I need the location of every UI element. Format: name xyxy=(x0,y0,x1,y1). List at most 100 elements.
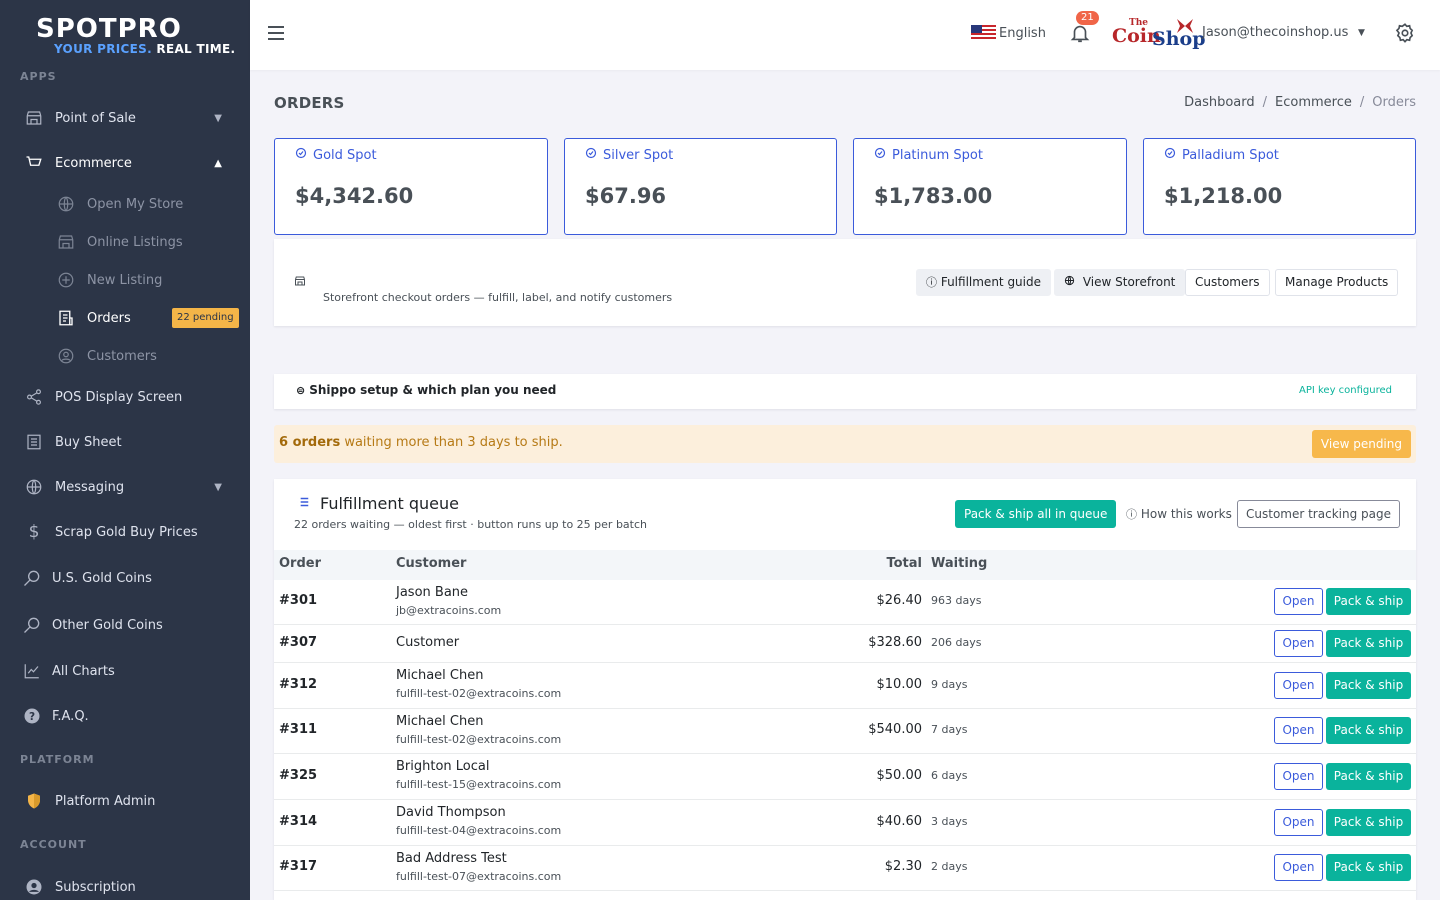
open-order-button[interactable]: Open xyxy=(1274,588,1323,615)
customer-email: jb@extracoins.com xyxy=(396,604,502,617)
order-number[interactable]: #311 xyxy=(279,722,318,737)
fulfillment-guide-label: Fulfillment guide xyxy=(940,275,1041,289)
order-number[interactable]: #317 xyxy=(279,859,318,874)
dollar-icon: $ xyxy=(28,522,40,542)
sidebar-item-point-of-sale[interactable]: Point of Sale ▼ xyxy=(0,107,250,129)
logo-tagline: YOUR PRICES. REAL TIME. xyxy=(54,42,250,56)
sidebar-subitem-online-listings[interactable]: Online Listings xyxy=(0,231,250,253)
bell-icon[interactable] xyxy=(1069,22,1091,44)
open-order-button[interactable]: Open xyxy=(1274,717,1323,744)
breadcrumb-ecommerce[interactable]: Ecommerce xyxy=(1275,95,1352,110)
user-circle-icon xyxy=(56,346,76,366)
pack-ship-button[interactable]: Pack & ship xyxy=(1326,717,1411,744)
us-flag-icon xyxy=(971,25,996,41)
pack-ship-button[interactable]: Pack & ship xyxy=(1326,672,1411,699)
col-customer: Customer xyxy=(396,556,467,571)
chevron-down-icon: ▼ xyxy=(214,112,222,124)
fulfillment-queue-panel: Fulfillment queue 22 orders waiting — ol… xyxy=(274,479,1416,900)
open-order-button[interactable]: Open xyxy=(1274,763,1323,790)
store-icon xyxy=(24,108,44,128)
sidebar-item-messaging[interactable]: Messaging ▼ xyxy=(0,476,250,498)
col-total: Total xyxy=(886,556,922,571)
shippo-title: ⊜ Shippo setup & which plan you need xyxy=(296,383,556,397)
globe-icon xyxy=(1064,275,1075,289)
storefront-description: Storefront checkout orders — fulfill, la… xyxy=(323,291,673,304)
sidebar-subitem-orders[interactable]: Orders 22 pending xyxy=(0,307,250,329)
sidebar-item-subscription[interactable]: Subscription xyxy=(0,876,250,898)
spot-price: $4,342.60 xyxy=(295,184,414,208)
table-row: #317 Bad Address Test fulfill-test-07@ex… xyxy=(274,846,1416,891)
waiting-time: 963 days xyxy=(931,594,982,607)
open-order-button[interactable]: Open xyxy=(1274,809,1323,836)
shippo-status: API key configured xyxy=(1298,385,1392,396)
waiting-time: 6 days xyxy=(931,769,968,782)
store-icon xyxy=(294,275,306,290)
order-number[interactable]: #307 xyxy=(279,635,318,650)
user-icon xyxy=(24,877,44,897)
sidebar-item-label: U.S. Gold Coins xyxy=(52,570,152,586)
order-number[interactable]: #325 xyxy=(279,768,318,783)
table-row: #307 Customer $328.60 206 days Open Pack… xyxy=(274,625,1416,663)
orders-icon xyxy=(56,308,76,328)
sidebar-item-scrap-gold[interactable]: $ Scrap Gold Buy Prices xyxy=(0,521,250,543)
shield-icon xyxy=(24,791,44,811)
pack-ship-all-button[interactable]: Pack & ship all in queue xyxy=(955,500,1117,528)
open-order-button[interactable]: Open xyxy=(1274,854,1323,881)
sidebar-item-us-gold-coins[interactable]: U.S. Gold Coins xyxy=(0,567,250,589)
order-number[interactable]: #301 xyxy=(279,593,318,608)
gear-icon[interactable] xyxy=(1394,22,1416,44)
queue-title: Fulfillment queue xyxy=(296,494,459,513)
pack-ship-button[interactable]: Pack & ship xyxy=(1326,809,1411,836)
open-order-button[interactable]: Open xyxy=(1274,630,1323,657)
sidebar-subitem-new-listing[interactable]: New Listing xyxy=(0,269,250,291)
shop-logo[interactable]: The Coin Shop xyxy=(1112,18,1206,50)
shop-logo-shop: Shop xyxy=(1152,28,1206,50)
sidebar-subitem-customers[interactable]: Customers xyxy=(0,345,250,367)
customer-name: Customer xyxy=(396,635,460,650)
sidebar-item-all-charts[interactable]: All Charts xyxy=(0,660,250,682)
waiting-time: 2 days xyxy=(931,860,968,873)
open-order-button[interactable]: Open xyxy=(1274,672,1323,699)
eagle-icon xyxy=(1177,19,1193,33)
sidebar: SPOTPRO YOUR PRICES. REAL TIME. APPS Poi… xyxy=(0,0,250,900)
order-number[interactable]: #312 xyxy=(279,677,318,692)
spot-card-silver: Silver Spot $67.96 xyxy=(564,138,837,235)
sidebar-item-label: All Charts xyxy=(52,663,115,679)
sidebar-item-platform-admin[interactable]: Platform Admin xyxy=(0,790,250,812)
sidebar-subitem-open-my-store[interactable]: Open My Store xyxy=(0,193,250,215)
view-pending-button[interactable]: View pending xyxy=(1311,430,1411,458)
pack-ship-button[interactable]: Pack & ship xyxy=(1326,588,1411,615)
customer-tracking-page-button[interactable]: Customer tracking page xyxy=(1237,500,1400,528)
page-title: ORDERS xyxy=(274,94,345,112)
order-number[interactable]: #314 xyxy=(279,814,318,829)
customer-email: fulfill-test-15@extracoins.com xyxy=(396,778,562,791)
breadcrumb-dashboard[interactable]: Dashboard xyxy=(1184,95,1255,110)
menu-toggle-icon[interactable] xyxy=(268,26,284,40)
pack-ship-button[interactable]: Pack & ship xyxy=(1326,854,1411,881)
spot-name-label: Gold Spot xyxy=(313,147,377,163)
chevron-down-icon[interactable]: ▼ xyxy=(1358,28,1365,38)
shop-logo-coin: Coin xyxy=(1112,25,1161,47)
waiting-time: 7 days xyxy=(931,723,968,736)
shippo-setup-panel[interactable]: ⊜ Shippo setup & which plan you need API … xyxy=(274,374,1416,409)
language-selector[interactable]: English xyxy=(971,25,1046,41)
fulfillment-guide-button[interactable]: ⓘ Fulfillment guide xyxy=(916,269,1051,296)
waiting-time: 9 days xyxy=(931,678,968,691)
spotpro-logo[interactable]: SPOTPRO YOUR PRICES. REAL TIME. xyxy=(0,0,250,70)
plus-circle-icon xyxy=(56,270,76,290)
sidebar-item-other-gold-coins[interactable]: Other Gold Coins xyxy=(0,614,250,636)
sidebar-item-pos-display[interactable]: POS Display Screen xyxy=(0,386,250,408)
user-email[interactable]: Jason@thecoinshop.us xyxy=(1202,25,1349,40)
shop-logo-the: The xyxy=(1129,18,1148,28)
sidebar-item-faq[interactable]: ? F.A.Q. xyxy=(0,705,250,727)
pack-ship-button[interactable]: Pack & ship xyxy=(1326,630,1411,657)
sidebar-item-ecommerce[interactable]: Ecommerce ▲ xyxy=(0,152,250,174)
sidebar-item-buy-sheet[interactable]: Buy Sheet xyxy=(0,431,250,453)
pack-ship-button[interactable]: Pack & ship xyxy=(1326,763,1411,790)
how-this-works-link[interactable]: ⓘ How this works xyxy=(1126,506,1232,522)
manage-products-button[interactable]: Manage Products xyxy=(1275,269,1399,296)
customers-button[interactable]: Customers xyxy=(1185,269,1270,296)
shippo-title-label: Shippo setup & which plan you need xyxy=(309,383,557,397)
view-storefront-button[interactable]: View Storefront xyxy=(1054,269,1186,296)
customer-email: fulfill-test-04@extracoins.com xyxy=(396,824,562,837)
